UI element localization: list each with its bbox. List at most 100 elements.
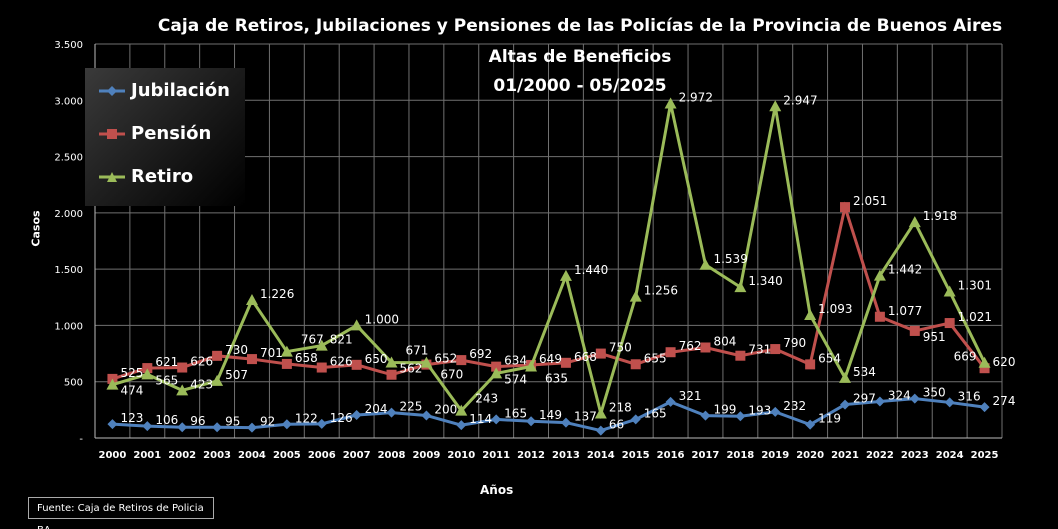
data-point (908, 216, 921, 228)
data-point (560, 417, 571, 428)
chart-subtitle-2: 01/2000 - 05/2025 (493, 76, 667, 96)
data-point (665, 396, 676, 407)
data-point (735, 350, 746, 361)
data-label: 1.301 (958, 279, 992, 293)
data-label: 626 (330, 355, 353, 369)
data-point (909, 325, 920, 336)
data-point (560, 357, 571, 368)
data-point (559, 269, 572, 281)
data-point (245, 293, 258, 305)
x-tick-label: 2022 (866, 450, 894, 461)
data-point (385, 356, 398, 368)
data-point (734, 281, 747, 293)
data-point (246, 422, 257, 433)
data-label: 225 (400, 400, 423, 414)
data-point (386, 369, 397, 380)
y-tick-label: 3.500 (54, 40, 83, 51)
data-label: 668 (574, 350, 597, 364)
data-label: 2.972 (679, 90, 713, 104)
data-label: 620 (993, 355, 1016, 369)
data-point (281, 358, 292, 369)
data-point (735, 411, 746, 422)
data-point (281, 419, 292, 430)
data-point (873, 269, 886, 281)
series-line-Retiro (112, 103, 986, 420)
x-axis-label: Años (480, 483, 514, 497)
data-point (699, 258, 712, 270)
data-label: 626 (190, 355, 213, 369)
x-tick-label: 2017 (692, 450, 720, 461)
data-label: 621 (155, 355, 178, 369)
data-label: 1.077 (888, 304, 922, 318)
legend: Jubilación Pensión Retiro (85, 68, 245, 206)
data-point (595, 348, 606, 359)
x-tick-label: 2007 (343, 450, 371, 461)
x-tick-label: 2024 (936, 450, 964, 461)
data-label: 165 (644, 406, 667, 420)
data-point (630, 359, 641, 370)
data-label: 92 (260, 415, 275, 429)
x-tick-label: 2014 (587, 450, 615, 461)
data-label: 730 (225, 343, 248, 357)
data-label: 1.539 (713, 252, 747, 266)
data-point (212, 422, 223, 433)
data-point (351, 359, 362, 370)
x-tick-label: 2020 (796, 450, 824, 461)
x-tick-label: 2003 (203, 450, 231, 461)
source-note: Fuente: Caja de Retiros de Policia BA (28, 497, 214, 529)
data-label: 218 (609, 400, 632, 414)
data-label: 193 (748, 403, 771, 417)
legend-label: Retiro (131, 166, 194, 187)
data-label: 534 (853, 365, 876, 379)
data-label: 2.051 (853, 194, 887, 208)
data-label: 649 (539, 352, 562, 366)
data-label: 95 (225, 414, 240, 428)
data-point (805, 419, 816, 430)
data-point (770, 344, 781, 355)
data-label: 1.021 (958, 310, 992, 324)
data-point (455, 404, 468, 416)
data-label: 126 (330, 411, 353, 425)
data-label: 635 (545, 372, 568, 386)
data-label: 321 (679, 389, 702, 403)
data-point (142, 363, 153, 374)
chart-subtitle-1: Altas de Beneficios (488, 47, 672, 67)
x-tick-label: 2000 (99, 450, 127, 461)
data-point (874, 311, 885, 322)
y-tick-label: 2.500 (54, 153, 83, 164)
square-marker-icon (99, 128, 125, 139)
data-label: 652 (434, 352, 457, 366)
x-tick-label: 2006 (308, 450, 336, 461)
data-point (665, 347, 676, 358)
data-label: 731 (748, 343, 771, 357)
data-label: 350 (923, 386, 946, 400)
data-label: 1.226 (260, 287, 294, 301)
x-tick-label: 2009 (412, 450, 440, 461)
data-label: 670 (440, 368, 463, 382)
data-point (316, 362, 327, 373)
data-label: 149 (539, 408, 562, 422)
data-label: 423 (190, 377, 213, 391)
data-point (106, 378, 119, 390)
data-label: 474 (120, 384, 143, 398)
data-label: 762 (679, 339, 702, 353)
data-point (770, 406, 781, 417)
data-label: 1.093 (818, 302, 852, 316)
x-tick-label: 2012 (517, 450, 545, 461)
data-label: 654 (818, 351, 841, 365)
data-label: 1.000 (365, 312, 399, 326)
data-label: 1.340 (748, 274, 782, 288)
data-label: 574 (504, 372, 527, 386)
legend-item-pension: Pensión (99, 123, 211, 144)
data-point (526, 416, 537, 427)
x-tick-label: 2018 (726, 450, 754, 461)
data-point (491, 414, 502, 425)
x-tick-label: 2010 (447, 450, 475, 461)
data-label: 1.918 (923, 209, 957, 223)
data-label: 165 (504, 406, 527, 420)
data-point (246, 354, 257, 365)
data-point (315, 339, 328, 351)
data-label: 658 (295, 351, 318, 365)
data-point (386, 407, 397, 418)
